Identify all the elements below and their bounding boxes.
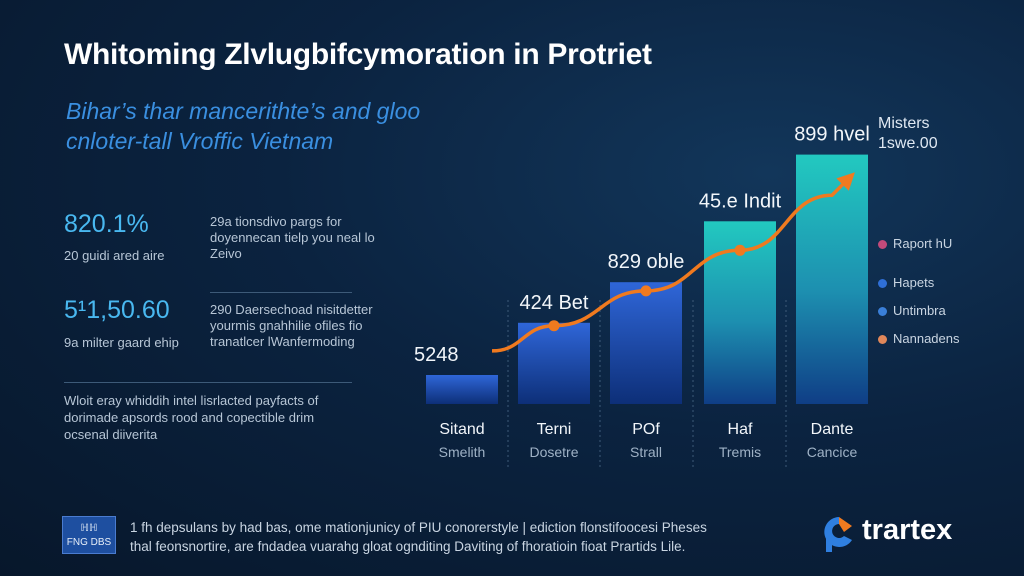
legend-label: Hapets — [893, 275, 935, 290]
note-line: tranatlcer lWanfermoding — [210, 334, 355, 349]
footer-badge: ℍℍ FNG DBS — [62, 516, 116, 554]
bar-terni — [518, 322, 590, 404]
corner-note: Misters 1swe.00 — [878, 114, 938, 154]
subtitle-line: cnloter-tall Vroffic Vietnam — [66, 128, 334, 154]
legend-item: Untimbra — [878, 303, 946, 318]
data-label: 5248 — [414, 344, 459, 366]
data-label: 424 Bet — [520, 292, 589, 314]
page-title: Whitoming Zlvlugbifcymoration in Protrie… — [64, 38, 652, 71]
category-sublabel: Dosetre — [529, 444, 578, 460]
legend-swatch — [878, 335, 887, 345]
trend-point — [548, 320, 560, 332]
stat-caption-2: 9a milter gaard ehip — [64, 335, 179, 350]
data-label: 899 hvel — [794, 124, 870, 146]
brand-name: trartex — [862, 514, 953, 546]
stat-value-1: 820.1% — [64, 210, 149, 238]
note-line: Zeivo — [210, 246, 242, 261]
paragraph-line: ocsenal diiverita — [64, 427, 158, 442]
category-label: Terni — [537, 421, 572, 438]
paragraph-line: dorimade apsords rood and copectible dri… — [64, 410, 315, 425]
bar-sitand — [426, 375, 498, 404]
footer-text: 1 fh depsulans by had bas, ome mationjun… — [130, 518, 707, 556]
legend-swatch — [878, 307, 887, 317]
legend-swatch — [878, 240, 887, 250]
category-sublabel: Strall — [630, 444, 662, 460]
note-line: 290 Daersechoad nisitdetter — [210, 302, 373, 317]
legend-label: Raport hU — [893, 236, 953, 251]
bar-dante — [796, 154, 868, 404]
badge-line: ℍℍ — [80, 523, 98, 534]
stat-note-1: 29a tionsdivo pargs for doyennecan tielp… — [210, 214, 375, 262]
bar-pof — [610, 282, 682, 404]
trend-point — [640, 285, 652, 297]
category-label: Sitand — [439, 421, 484, 438]
trend-point — [734, 244, 746, 256]
note-line: 29a tionsdivo pargs for — [210, 214, 342, 229]
badge-line: FNG DBS — [66, 537, 112, 548]
stat-caption-1: 20 guidi ared aire — [64, 248, 165, 263]
subtitle: Bihar’s thar mancerithte’s and gloo cnlo… — [66, 96, 526, 156]
note-line: doyennecan tielp you neal lo — [210, 230, 375, 245]
category-label: Haf — [728, 421, 753, 438]
data-label: 45.e Indit — [699, 190, 782, 212]
legend-item: Hapets — [878, 275, 934, 290]
paragraph-line: Wloit eray whiddih intel lisrlacted payf… — [64, 393, 319, 408]
category-label: Dante — [811, 421, 854, 438]
footer-line: 1 fh depsulans by had bas, ome mationjun… — [130, 520, 707, 535]
category-label: POf — [632, 421, 660, 438]
footer-line: thal feonsnortire, are fndadea vuarahg g… — [130, 539, 686, 554]
legend-label: Nannadens — [893, 331, 960, 346]
legend-swatch — [878, 279, 887, 289]
data-label: 829 oble — [608, 251, 685, 273]
category-sublabel: Smelith — [439, 444, 486, 460]
stat-value-2: 5¹1,50.60 — [64, 296, 170, 324]
legend-item: Nannadens — [878, 331, 960, 346]
category-sublabel: Tremis — [719, 444, 761, 460]
corner-note-line: Misters — [878, 115, 930, 132]
divider — [210, 292, 352, 293]
corner-note-line: 1swe.00 — [878, 135, 938, 152]
description-paragraph: Wloit eray whiddih intel lisrlacted payf… — [64, 392, 318, 443]
legend-item: Raport hU — [878, 236, 952, 251]
note-line: yourmis gnahhilie ofiles fio — [210, 318, 363, 333]
trend-line — [491, 172, 855, 353]
stat-note-2: 290 Daersechoad nisitdetter yourmis gnah… — [210, 302, 373, 350]
legend-label: Untimbra — [893, 303, 946, 318]
category-sublabel: Cancice — [807, 444, 858, 460]
brand-icon — [824, 517, 852, 552]
subtitle-line: Bihar’s thar mancerithte’s and gloo — [66, 98, 421, 124]
divider — [64, 382, 352, 383]
